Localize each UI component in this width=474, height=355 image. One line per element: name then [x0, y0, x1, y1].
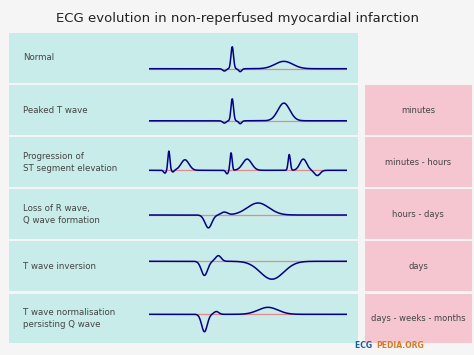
Text: ECG evolution in non-reperfused myocardial infarction: ECG evolution in non-reperfused myocardi… — [55, 12, 419, 26]
Text: days - weeks - months: days - weeks - months — [371, 314, 465, 323]
Text: PEDIA.ORG: PEDIA.ORG — [376, 342, 424, 350]
Text: hours - days: hours - days — [392, 210, 444, 219]
Text: T wave inversion: T wave inversion — [23, 262, 96, 271]
Text: minutes - hours: minutes - hours — [385, 158, 451, 166]
Text: Progression of
ST segment elevation: Progression of ST segment elevation — [23, 152, 118, 173]
Text: ECG: ECG — [355, 342, 374, 350]
Text: T wave normalisation
persisting Q wave: T wave normalisation persisting Q wave — [23, 308, 116, 329]
Text: days: days — [409, 262, 428, 271]
Text: Loss of R wave,
Q wave formation: Loss of R wave, Q wave formation — [23, 204, 100, 225]
Text: minutes: minutes — [401, 105, 435, 115]
Text: Normal: Normal — [23, 54, 55, 62]
Text: Peaked T wave: Peaked T wave — [23, 105, 88, 115]
